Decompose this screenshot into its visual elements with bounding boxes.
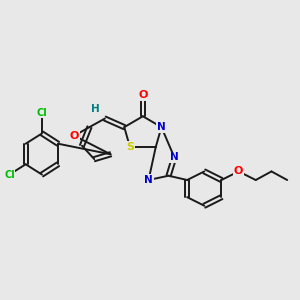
Text: O: O (138, 90, 148, 100)
Text: N: N (144, 175, 153, 185)
Text: Cl: Cl (4, 169, 15, 180)
Text: O: O (70, 131, 79, 141)
Text: Cl: Cl (37, 108, 47, 118)
Text: S: S (126, 142, 134, 152)
Text: O: O (234, 167, 243, 176)
Text: N: N (170, 152, 179, 162)
Text: N: N (157, 122, 166, 132)
Text: H: H (91, 103, 100, 114)
